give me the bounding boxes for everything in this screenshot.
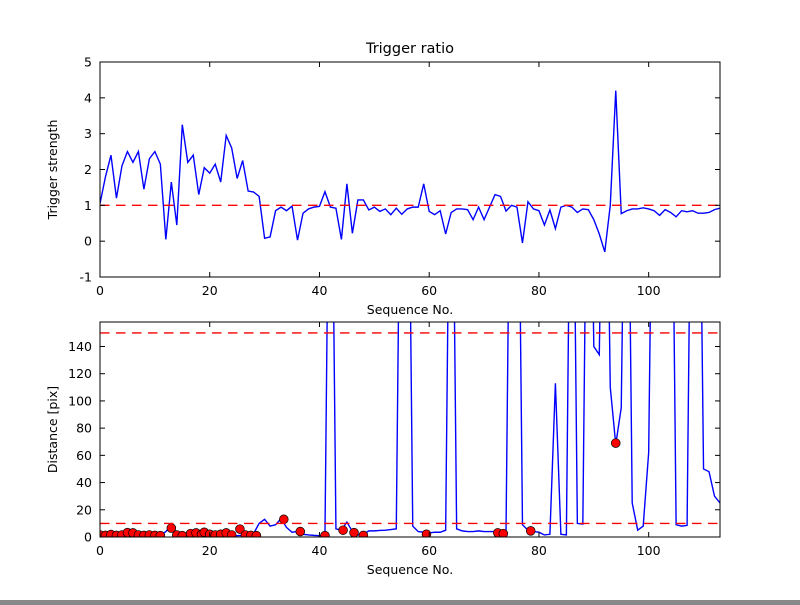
x-tick-label: 60 [421, 283, 437, 298]
y-tick-label: 2 [84, 162, 92, 177]
scatter-point [610, 438, 621, 448]
x-tick-label: 40 [312, 543, 328, 558]
x-tick-label: 0 [96, 283, 104, 298]
x-tick-label: 100 [637, 283, 661, 298]
y-tick-label: 5 [84, 55, 92, 70]
x-tick-label: 60 [421, 543, 437, 558]
x-tick-label: 40 [312, 283, 328, 298]
data-line [100, 90, 720, 253]
top-xaxis-label: Sequence No. [367, 302, 453, 317]
x-tick-label: 80 [531, 543, 547, 558]
bottom-yaxis-label: Distance [pix] [45, 386, 60, 473]
scatter-point [498, 528, 509, 537]
scatter-point [358, 530, 369, 537]
y-tick-label: 100 [68, 393, 92, 408]
top-chart-title: Trigger ratio [365, 41, 454, 57]
x-tick-label: 100 [637, 543, 661, 558]
scatter-point [251, 530, 262, 537]
top-axes: 0 20 40 60 80 100 -1 0 1 2 3 4 5 [80, 55, 721, 298]
y-tick-label: 20 [76, 502, 92, 517]
scatter-point [525, 526, 536, 536]
y-tick-label: 0 [84, 530, 92, 545]
scatter-point [295, 526, 306, 537]
axes-frame [99, 321, 721, 538]
y-tick-label: 80 [76, 421, 92, 436]
y-tick-label: 3 [84, 126, 92, 141]
y-tick-label: 140 [68, 339, 92, 354]
scatter-point [235, 524, 245, 534]
scatter-point [279, 514, 289, 525]
bottom-xaxis-label: Sequence No. [367, 562, 453, 577]
y-tick-label: 120 [68, 366, 92, 381]
plot-area [100, 322, 720, 537]
y-tick-label: 1 [84, 198, 92, 213]
y-tick-label: 40 [76, 475, 92, 490]
scatter-point [421, 529, 432, 537]
x-tick-label: 20 [202, 283, 218, 298]
x-tick-label: 80 [531, 283, 547, 298]
top-yaxis-label: Trigger strength [45, 120, 60, 221]
scatter-point [155, 530, 166, 537]
scatter-point [226, 530, 237, 537]
bottom-axes: 0 20 40 60 80 100 0 20 40 60 80 100 120 140 [68, 321, 721, 558]
scatter-point [320, 530, 330, 537]
y-tick-label: 60 [76, 448, 92, 463]
x-tick-label: 0 [96, 543, 104, 558]
scatter-point [338, 525, 348, 535]
scatter-point [349, 527, 359, 537]
plot-area [100, 90, 720, 253]
x-tick-label: 20 [202, 543, 218, 558]
y-tick-label: 0 [84, 234, 92, 249]
y-tick-label: -1 [80, 270, 92, 285]
y-tick-label: 4 [84, 90, 92, 105]
